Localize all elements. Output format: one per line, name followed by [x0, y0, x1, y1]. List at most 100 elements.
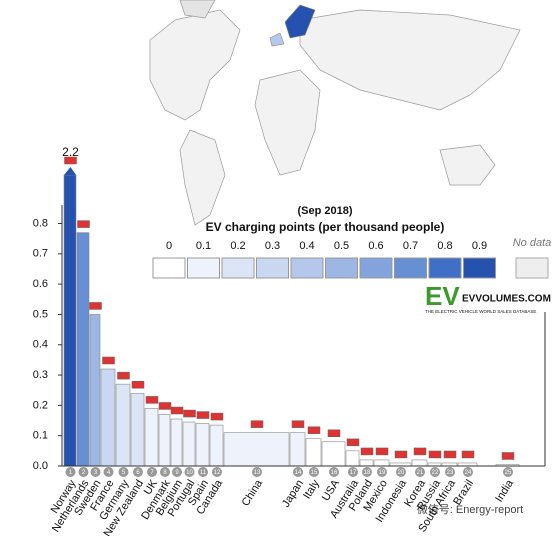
rank-label: 11: [200, 470, 207, 476]
y-tick-label: 0.7: [33, 248, 48, 260]
bar: [76, 232, 90, 467]
bar: [321, 441, 346, 467]
flag: [250, 420, 264, 428]
legend-label: 0.5: [334, 240, 349, 252]
bar: [144, 408, 159, 467]
legend-label: 0: [166, 240, 172, 252]
flag: [89, 302, 102, 310]
rank-label: 22: [432, 470, 439, 476]
flag: [443, 450, 457, 459]
y-tick-label: 0.3: [33, 369, 48, 381]
rank-badge: [118, 467, 129, 477]
legend-no-data-swatch: [515, 257, 549, 279]
rank-label: 21: [417, 470, 424, 476]
flag: [145, 396, 159, 404]
bar: [305, 438, 322, 467]
logo-mark: EV: [425, 281, 460, 311]
flag: [170, 406, 184, 415]
legend-swatch: [463, 257, 496, 279]
rank-badge: [377, 467, 387, 477]
bar: [223, 432, 290, 467]
legend-swatch: [394, 257, 427, 279]
rank-badge: [463, 467, 473, 477]
y-tick-label: 0.0: [33, 460, 48, 472]
bar: [170, 418, 183, 467]
rank-label: 9: [175, 470, 179, 476]
rank-label: 4: [107, 470, 111, 476]
rank-badge: [362, 467, 372, 477]
x-tick-label: India: [493, 477, 516, 504]
logo-name: EVVOLUMES.COM: [462, 294, 551, 305]
flag: [158, 402, 172, 410]
legend-swatch: [221, 257, 255, 279]
watermark: 微信号: Energy-report: [417, 502, 523, 516]
flag: [291, 420, 305, 428]
legend-label: 0.2: [230, 240, 245, 252]
rank-badge: [147, 467, 157, 477]
bar: [89, 314, 101, 467]
y-tick-label: 0.5: [33, 308, 48, 320]
rank-badge: [212, 467, 222, 477]
bar: [130, 392, 145, 467]
flag: [102, 356, 115, 365]
flag: [375, 447, 389, 456]
rank-label: 13: [254, 470, 261, 476]
flag: [210, 412, 224, 421]
legend-label: 0.7: [403, 240, 418, 252]
rank-label: 19: [379, 470, 386, 476]
rank-label: 2: [82, 470, 86, 476]
rank-label: 1: [69, 470, 73, 476]
legend-swatch: [290, 257, 324, 279]
flag: [346, 438, 360, 447]
rank-label: 14: [295, 470, 302, 476]
rank-badge: [430, 467, 440, 477]
rank-badge: [65, 467, 76, 477]
rank-badge: [396, 467, 406, 477]
flag: [307, 426, 321, 434]
flag: [360, 447, 374, 456]
rank-label: 17: [350, 470, 357, 476]
rank-label: 8: [163, 470, 167, 476]
flag: [196, 411, 210, 419]
legend-swatch: [359, 257, 393, 279]
flag: [501, 452, 515, 460]
y-tick-label: 0.4: [33, 339, 48, 351]
rank-label: 15: [311, 470, 318, 476]
rank-label: 6: [136, 470, 140, 476]
legend-title: EV charging points (per thousand people): [206, 220, 445, 234]
rank-label: 23: [447, 470, 454, 476]
rank-badge: [252, 467, 262, 477]
bar: [209, 424, 224, 467]
legend-label: 0.6: [368, 240, 383, 252]
bar: [373, 459, 390, 467]
rank-badge: [198, 467, 208, 477]
legend-label: 0.8: [437, 240, 452, 252]
bar: [411, 459, 428, 467]
legend-label: 0.1: [196, 240, 211, 252]
value-label: 2.2: [62, 145, 79, 159]
bar: [115, 383, 131, 467]
rank-label: 18: [364, 470, 371, 476]
rank-badge: [348, 467, 358, 477]
legend-no-data: No data: [513, 237, 552, 249]
rank-badge: [78, 467, 89, 477]
legend-swatch: [152, 257, 186, 279]
rank-badge: [172, 467, 182, 477]
flag: [77, 220, 90, 228]
rank-label: 10: [186, 470, 193, 476]
rank-badge: [90, 467, 101, 477]
bar: [158, 414, 171, 467]
rank-badge: [415, 467, 425, 477]
world-map: [149, 0, 521, 226]
logo-tagline: THE ELECTRIC VEHICLE WORLD SALES DATABAS…: [425, 309, 536, 314]
rank-label: 24: [465, 470, 472, 476]
legend-swatch: [428, 257, 462, 279]
rank-label: 3: [94, 470, 98, 476]
rank-badge: [309, 467, 319, 477]
rank-label: 7: [150, 470, 154, 476]
flag: [131, 381, 145, 389]
rank-badge: [445, 467, 455, 477]
x-tick-label: China: [240, 477, 266, 508]
legend-label: 0.9: [472, 240, 487, 252]
